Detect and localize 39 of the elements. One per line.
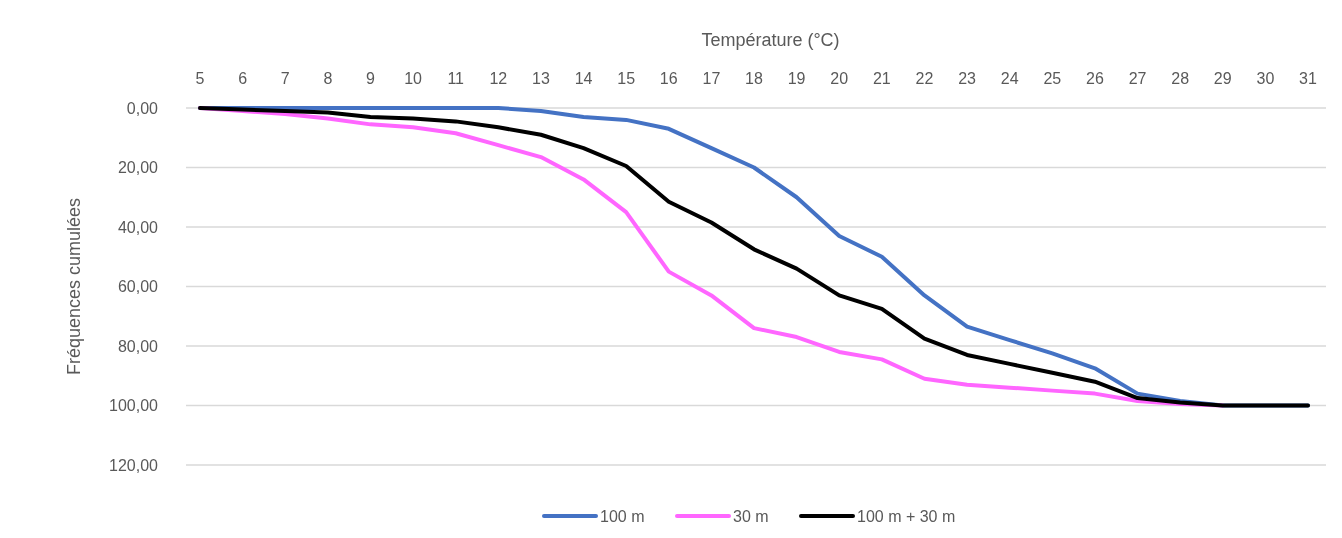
x-tick-label: 18 xyxy=(745,70,763,87)
y-tick-label: 20,00 xyxy=(117,159,159,177)
y-tick-label: 0,00 xyxy=(126,99,159,117)
x-tick-label: 17 xyxy=(702,70,721,87)
x-tick-label: 31 xyxy=(1299,70,1317,87)
x-tick-label: 10 xyxy=(404,70,423,87)
x-tick-label: 29 xyxy=(1213,70,1232,87)
legend-label: 100 m + 30 m xyxy=(857,507,956,525)
legend-label: 100 m xyxy=(600,507,645,525)
x-tick-label: 7 xyxy=(280,70,290,87)
x-tick-label: 22 xyxy=(915,70,934,87)
y-axis-title: Fréquences cumulées xyxy=(64,197,84,376)
x-tick-label: 19 xyxy=(787,70,806,87)
x-tick-label: 5 xyxy=(195,70,205,87)
x-tick-label: 25 xyxy=(1043,70,1062,87)
x-tick-label: 30 xyxy=(1256,70,1275,87)
x-tick-label: 27 xyxy=(1128,70,1147,87)
x-tick-label: 15 xyxy=(617,70,636,87)
x-tick-label: 23 xyxy=(958,70,977,87)
y-tick-label: 120,00 xyxy=(109,456,159,474)
y-tick-label: 80,00 xyxy=(117,337,159,355)
x-tick-label: 12 xyxy=(489,70,508,87)
x-tick-label: 26 xyxy=(1086,70,1104,87)
x-tick-label: 24 xyxy=(1000,70,1019,87)
x-tick-label: 28 xyxy=(1171,70,1190,87)
x-tick-label: 11 xyxy=(447,70,465,87)
x-tick-label: 16 xyxy=(659,70,678,87)
x-tick-label: 21 xyxy=(872,70,891,87)
x-tick-label: 8 xyxy=(323,70,333,87)
y-tick-label: 60,00 xyxy=(117,278,159,296)
y-tick-label: 100,00 xyxy=(109,397,159,415)
x-tick-label: 9 xyxy=(366,70,376,87)
x-tick-label: 20 xyxy=(830,70,849,87)
legend-label: 30 m xyxy=(733,507,769,525)
x-tick-label: 13 xyxy=(532,70,550,87)
y-tick-label: 40,00 xyxy=(117,218,159,236)
x-axis-title: Température (°C) xyxy=(701,30,840,50)
x-tick-label: 6 xyxy=(238,70,248,87)
x-tick-label: 14 xyxy=(574,70,593,87)
